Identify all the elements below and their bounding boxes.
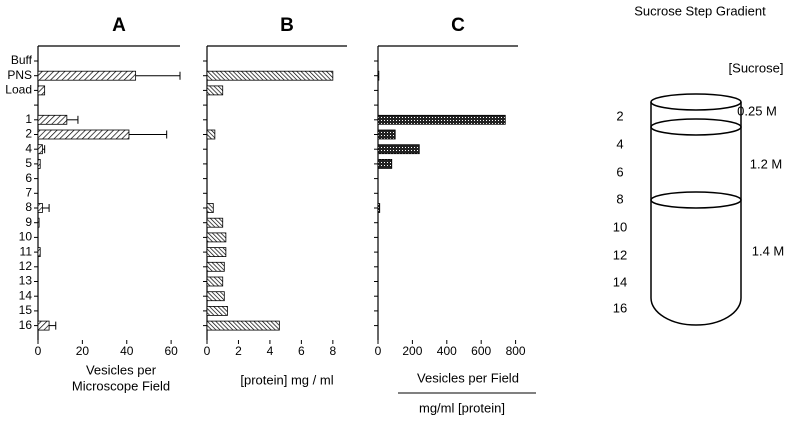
bar (37, 85, 46, 96)
bar (37, 114, 68, 125)
x-tick-label: 4 (267, 344, 274, 358)
x-tick-label: 800 (506, 344, 526, 358)
x-tick-label: 200 (402, 344, 422, 358)
y-tick-label: 8 (25, 200, 32, 214)
y-tick-label: PNS (7, 68, 32, 82)
bar (206, 129, 216, 140)
bar (37, 129, 130, 140)
bar (37, 203, 43, 213)
fraction-label: 10 (613, 219, 627, 234)
fraction-label: 16 (613, 300, 627, 315)
panel-title: B (280, 15, 294, 36)
x-tick-label: 60 (164, 344, 178, 358)
x-axis-label: mg/ml [protein] (419, 400, 505, 415)
y-tick-label: 9 (25, 215, 32, 229)
bar (377, 129, 396, 140)
bar (37, 217, 40, 228)
x-axis-label: Vesicles per Field (417, 370, 519, 385)
panel-title: C (451, 15, 465, 36)
fraction-label: 14 (613, 274, 627, 289)
bar (206, 247, 227, 258)
x-tick-label: 6 (298, 344, 305, 358)
x-tick-label: 0 (204, 344, 211, 358)
bar (206, 203, 214, 213)
x-tick-label: 600 (471, 344, 491, 358)
y-tick-label: 16 (19, 318, 33, 332)
fraction-label: 12 (613, 247, 627, 262)
y-tick-label: 7 (25, 185, 32, 199)
y-tick-label: 2 (25, 127, 32, 141)
bar (377, 114, 506, 125)
panel-title: A (112, 15, 126, 36)
y-tick-label: 6 (25, 171, 32, 185)
x-axis-label: [protein] mg / ml (240, 372, 333, 387)
y-tick-label: 5 (25, 156, 32, 170)
y-tick-label: Buff (11, 53, 33, 67)
y-tick-label: 4 (25, 141, 32, 155)
bar (37, 320, 50, 331)
bar (37, 158, 41, 169)
fraction-label: 6 (616, 164, 623, 179)
bar (206, 261, 225, 272)
x-tick-label: 0 (35, 344, 42, 358)
concentration-label: 1.4 M (752, 243, 785, 258)
diagram-title: Sucrose Step Gradient (634, 3, 766, 18)
fraction-label: 4 (616, 136, 623, 151)
layer-boundary (650, 118, 742, 136)
bar (377, 144, 420, 155)
bar (377, 70, 380, 81)
bar (206, 232, 227, 243)
y-tick-label: 1 (25, 112, 32, 126)
y-tick-label: 15 (19, 303, 33, 317)
y-tick-label: Load (5, 83, 32, 97)
bar (206, 85, 224, 96)
fraction-label: 8 (616, 191, 623, 206)
x-axis-label: Microscope Field (72, 378, 170, 393)
x-tick-label: 8 (329, 344, 336, 358)
y-tick-label: 12 (19, 259, 33, 273)
y-tick-label: 11 (20, 244, 33, 258)
y-tick-label: 13 (19, 274, 33, 288)
x-tick-label: 40 (120, 344, 134, 358)
tube-rim (650, 93, 742, 111)
bar (206, 291, 225, 302)
x-tick-label: 20 (76, 344, 90, 358)
y-tick-label: 10 (19, 230, 33, 244)
bar (37, 247, 41, 258)
x-tick-label: 0 (375, 344, 382, 358)
tube (650, 102, 742, 326)
bar (206, 70, 334, 81)
x-tick-label: 2 (235, 344, 242, 358)
layer-boundary (650, 191, 742, 209)
y-tick-label: 14 (19, 288, 33, 302)
concentration-label: 0.25 M (737, 103, 777, 118)
bar (206, 320, 280, 331)
bar (37, 144, 43, 155)
x-tick-label: 400 (437, 344, 457, 358)
bar (377, 158, 393, 169)
concentration-label: 1.2 M (750, 156, 783, 171)
bar (206, 217, 224, 228)
bar (206, 276, 224, 287)
bar (377, 203, 381, 213)
bar (206, 305, 228, 316)
gradient-diagram: Sucrose Step Gradient [Sucrose] (634, 3, 784, 326)
column-header: [Sucrose] (729, 60, 784, 75)
bar (37, 70, 137, 81)
fraction-label: 2 (616, 108, 623, 123)
x-axis-label: Vesicles per (86, 362, 157, 377)
